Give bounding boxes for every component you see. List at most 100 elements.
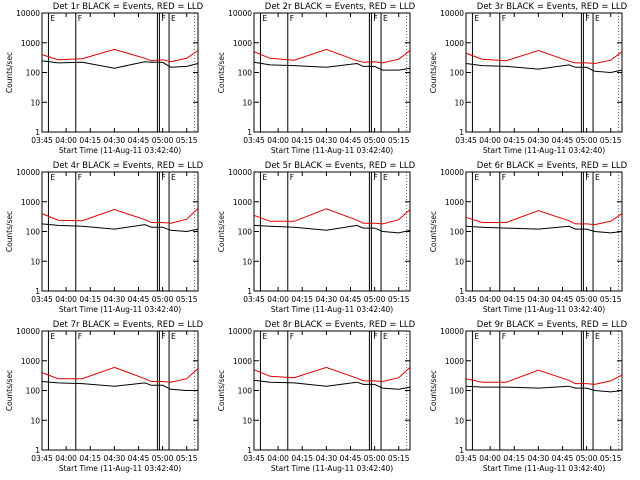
x-tick-label: 03:45	[455, 454, 477, 463]
x-tick-label: 05:15	[176, 454, 198, 463]
panel-title: Det 5r BLACK = Events, RED = LLD	[265, 161, 416, 171]
x-tick-label: 04:45	[552, 295, 574, 304]
y-tick-label: 1	[35, 128, 40, 137]
region-marker-label: E	[171, 332, 176, 341]
region-marker-label: E	[171, 14, 176, 23]
x-axis-label: Start Time (11-Aug-11 03:42:40)	[483, 464, 605, 473]
x-tick-label: 04:45	[128, 136, 150, 145]
y-tick-label: 10000	[440, 168, 464, 177]
y-tick-label: 10000	[440, 327, 464, 336]
y-tick-label: 1	[35, 287, 40, 296]
x-tick-label: 04:45	[340, 295, 362, 304]
y-tick-label: 1	[247, 128, 252, 137]
x-tick-label: 04:30	[528, 454, 550, 463]
x-axis-label: Start Time (11-Aug-11 03:42:40)	[59, 464, 181, 473]
x-tick-label: 03:45	[455, 295, 477, 304]
y-tick-label: 1	[247, 446, 252, 455]
y-tick-label: 1000	[21, 39, 40, 48]
x-tick-label: 04:00	[55, 295, 77, 304]
y-tick-label: 10	[454, 98, 464, 107]
region-marker-label: E	[383, 332, 388, 341]
series-events-line	[465, 225, 623, 234]
y-axis-label: Counts/sec	[5, 211, 14, 252]
x-tick-label: 04:00	[479, 454, 501, 463]
region-marker-label: E	[474, 173, 479, 182]
y-axis-label: Counts/sec	[429, 52, 438, 93]
x-tick-label: 04:30	[528, 295, 550, 304]
x-tick-label: 03:45	[31, 295, 53, 304]
plot-frame	[41, 12, 199, 133]
region-marker-label: F	[290, 14, 294, 23]
region-marker-label: F	[78, 332, 82, 341]
region-marker-label: F	[373, 14, 377, 23]
x-tick-label: 03:45	[31, 136, 53, 145]
y-axis-label: Counts/sec	[429, 211, 438, 252]
panel-title: Det 1r BLACK = Events, RED = LLD	[53, 2, 204, 12]
y-tick-label: 10	[454, 257, 464, 266]
y-tick-label: 10	[242, 416, 252, 425]
region-marker-label: E	[474, 14, 479, 23]
series-events-line	[465, 63, 623, 74]
x-tick-label: 05:00	[576, 136, 598, 145]
x-axis-label: Start Time (11-Aug-11 03:42:40)	[59, 146, 181, 155]
region-marker-label: E	[383, 173, 388, 182]
x-tick-label: 05:00	[576, 454, 598, 463]
x-tick-label: 03:45	[455, 136, 477, 145]
x-tick-label: 05:15	[600, 295, 622, 304]
x-tick-label: 04:30	[104, 454, 126, 463]
y-tick-label: 1000	[445, 39, 464, 48]
series-events-line	[253, 61, 411, 71]
series-events-line	[41, 381, 198, 391]
x-tick-label: 04:45	[340, 136, 362, 145]
region-marker-label: E	[262, 332, 267, 341]
series-lld-line	[41, 208, 199, 224]
x-tick-label: 04:45	[552, 454, 574, 463]
x-tick-label: 04:45	[128, 454, 150, 463]
y-tick-label: 1	[247, 287, 252, 296]
region-marker-label: E	[595, 332, 600, 341]
x-tick-label: 04:15	[79, 295, 101, 304]
x-tick-label: 05:00	[152, 295, 174, 304]
series-lld-line	[253, 48, 411, 64]
plot-frame	[465, 12, 623, 133]
series-lld-line	[465, 210, 623, 226]
panel-title: Det 3r BLACK = Events, RED = LLD	[477, 2, 628, 12]
series-events-line	[253, 379, 411, 390]
x-tick-label: 05:15	[176, 136, 198, 145]
region-marker-label: F	[78, 173, 82, 182]
x-tick-label: 05:15	[388, 295, 410, 304]
x-tick-label: 04:30	[316, 454, 338, 463]
panel-title: Det 2r BLACK = Events, RED = LLD	[265, 2, 416, 12]
y-tick-label: 100	[26, 387, 41, 396]
y-tick-label: 100	[450, 387, 465, 396]
x-tick-label: 03:45	[243, 136, 265, 145]
x-tick-label: 03:45	[243, 454, 265, 463]
series-lld-line	[465, 49, 623, 65]
y-tick-label: 100	[238, 387, 253, 396]
x-axis-label: Start Time (11-Aug-11 03:42:40)	[483, 146, 605, 155]
y-axis-label: Counts/sec	[429, 370, 438, 411]
x-tick-label: 04:30	[316, 295, 338, 304]
y-axis-label: Counts/sec	[217, 211, 226, 252]
region-marker-label: E	[171, 173, 176, 182]
x-axis-label: Start Time (11-Aug-11 03:42:40)	[483, 305, 605, 314]
x-tick-label: 05:00	[576, 295, 598, 304]
x-tick-label: 04:00	[267, 136, 289, 145]
x-tick-label: 05:15	[388, 454, 410, 463]
region-marker-label: E	[595, 173, 600, 182]
series-lld-line	[253, 366, 411, 383]
x-tick-label: 05:00	[364, 454, 386, 463]
x-tick-label: 04:00	[267, 295, 289, 304]
x-axis-label: Start Time (11-Aug-11 03:42:40)	[271, 146, 393, 155]
x-axis-label: Start Time (11-Aug-11 03:42:40)	[271, 464, 393, 473]
plot-frame	[253, 12, 411, 133]
series-events-line	[41, 60, 199, 69]
x-tick-label: 04:30	[104, 136, 126, 145]
x-tick-label: 04:45	[128, 295, 150, 304]
panel-title: Det 9r BLACK = Events, RED = LLD	[477, 320, 628, 330]
series-lld-line	[41, 366, 199, 383]
panel-title: Det 4r BLACK = Events, RED = LLD	[53, 161, 204, 171]
panel-title: Det 6r BLACK = Events, RED = LLD	[477, 161, 628, 171]
series-lld-line	[253, 208, 411, 225]
y-tick-label: 10000	[228, 9, 252, 18]
